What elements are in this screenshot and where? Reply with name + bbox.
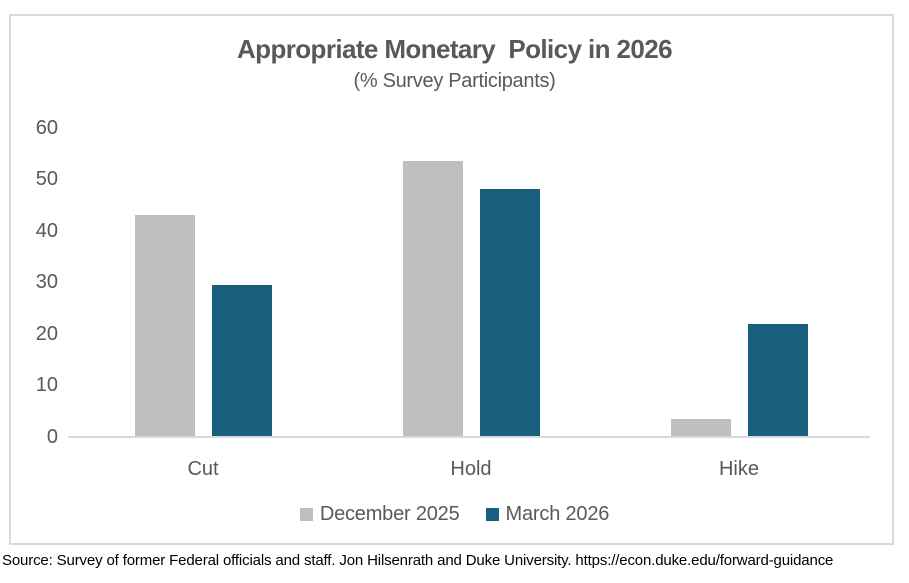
legend-item-december-2025: December 2025 xyxy=(299,503,460,526)
y-axis-tick-label: 40 xyxy=(35,219,58,242)
legend-label-march-2026: March 2026 xyxy=(505,503,610,525)
chart-frame xyxy=(9,14,894,545)
x-axis-category-label-hike: Hike xyxy=(718,458,759,480)
legend-swatch-march-2026 xyxy=(485,508,499,521)
bar-december-2025-hold xyxy=(402,161,463,437)
y-axis-tick-label: 50 xyxy=(35,168,58,191)
y-axis-tick-label: 20 xyxy=(35,322,58,345)
bar-march-2026-hold xyxy=(479,189,540,437)
legend: December 2025 March 2026 xyxy=(0,503,909,526)
y-axis-tick-label: 60 xyxy=(35,116,58,139)
legend-swatch-december-2025 xyxy=(299,508,313,521)
bar-december-2025-cut xyxy=(134,215,195,437)
x-axis-category-label-cut: Cut xyxy=(187,458,219,480)
chart-subtitle: (% Survey Participants) xyxy=(353,70,556,92)
source-note: Source: Survey of former Federal officia… xyxy=(2,552,834,569)
y-axis-tick-label: 10 xyxy=(35,374,58,397)
y-axis-tick-label: 0 xyxy=(46,426,58,448)
x-axis-category-label-hold: Hold xyxy=(450,458,492,480)
bar-march-2026-hike xyxy=(747,323,808,437)
bar-march-2026-cut xyxy=(211,284,272,437)
chart-title: Appropriate Monetary Policy in 2026 xyxy=(237,34,673,64)
legend-label-december-2025: December 2025 xyxy=(319,503,460,525)
bar-december-2025-hike xyxy=(670,419,731,437)
y-axis-tick-label: 30 xyxy=(35,271,58,294)
x-axis-line xyxy=(68,436,870,438)
legend-item-march-2026: March 2026 xyxy=(485,503,610,526)
